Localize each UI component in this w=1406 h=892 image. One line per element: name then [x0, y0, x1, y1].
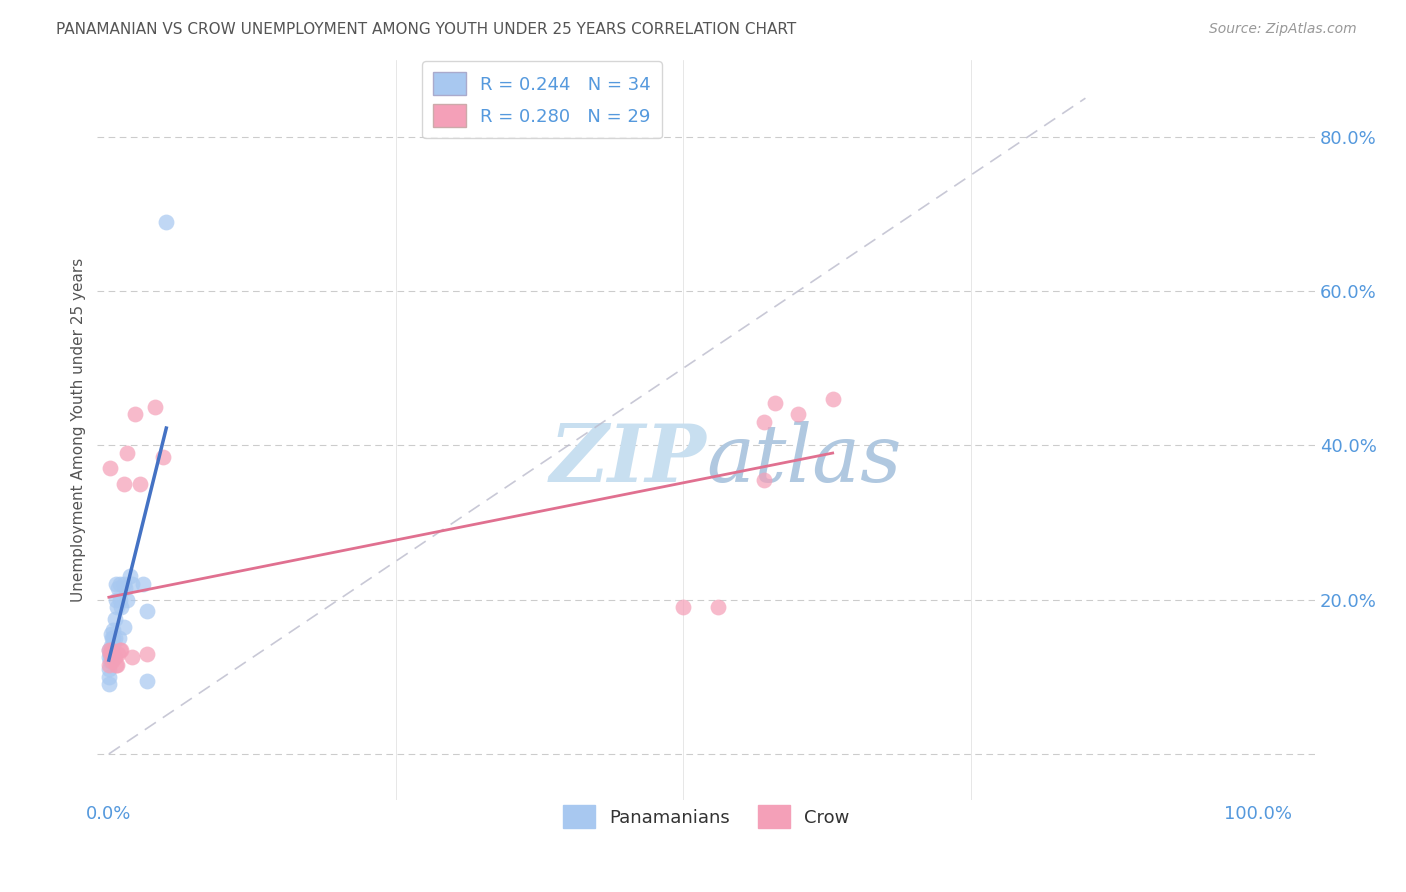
Point — [752, 473, 775, 487]
Point — [107, 581, 129, 595]
Text: ZIP: ZIP — [550, 421, 706, 499]
Point — [128, 477, 150, 491]
Point — [98, 461, 121, 475]
Point — [104, 658, 127, 673]
Point — [672, 600, 695, 615]
Point — [115, 592, 138, 607]
Point — [97, 662, 120, 676]
Point — [101, 647, 124, 661]
Point — [821, 392, 844, 406]
Text: Source: ZipAtlas.com: Source: ZipAtlas.com — [1209, 22, 1357, 37]
Point — [110, 577, 132, 591]
Point — [98, 654, 121, 668]
Point — [110, 592, 132, 607]
Point — [135, 604, 157, 618]
Point — [98, 647, 121, 661]
Point — [121, 577, 143, 591]
Point — [110, 600, 132, 615]
Text: PANAMANIAN VS CROW UNEMPLOYMENT AMONG YOUTH UNDER 25 YEARS CORRELATION CHART: PANAMANIAN VS CROW UNEMPLOYMENT AMONG YO… — [56, 22, 796, 37]
Point — [104, 592, 127, 607]
Point — [100, 642, 122, 657]
Point — [155, 214, 177, 228]
Point — [752, 415, 775, 429]
Point — [135, 647, 157, 661]
Point — [101, 654, 124, 668]
Point — [97, 650, 120, 665]
Point — [107, 647, 129, 661]
Point — [105, 658, 128, 673]
Point — [103, 631, 125, 645]
Point — [101, 631, 124, 645]
Point — [98, 647, 121, 661]
Point — [108, 631, 131, 645]
Point — [103, 612, 125, 626]
Point — [101, 647, 124, 661]
Point — [707, 600, 730, 615]
Point — [143, 400, 166, 414]
Point — [787, 408, 810, 422]
Point — [132, 577, 155, 591]
Point — [152, 450, 174, 464]
Point — [105, 600, 128, 615]
Y-axis label: Unemployment Among Youth under 25 years: Unemployment Among Youth under 25 years — [72, 258, 86, 602]
Point — [118, 569, 141, 583]
Point — [135, 673, 157, 688]
Point — [114, 581, 136, 595]
Point — [115, 446, 138, 460]
Point — [103, 624, 125, 638]
Point — [112, 620, 135, 634]
Point — [97, 642, 120, 657]
Point — [97, 642, 120, 657]
Text: atlas: atlas — [706, 421, 901, 499]
Point — [110, 642, 132, 657]
Point — [104, 577, 127, 591]
Point — [124, 408, 146, 422]
Point — [110, 642, 132, 657]
Point — [100, 627, 122, 641]
Point — [112, 577, 135, 591]
Point — [103, 631, 125, 645]
Point — [112, 477, 135, 491]
Point — [97, 670, 120, 684]
Point — [103, 639, 125, 653]
Point — [97, 658, 120, 673]
Point — [100, 639, 122, 653]
Point — [103, 650, 125, 665]
Point — [97, 677, 120, 691]
Legend: Panamanians, Crow: Panamanians, Crow — [555, 798, 858, 836]
Point — [763, 396, 786, 410]
Point — [121, 650, 143, 665]
Point — [103, 650, 125, 665]
